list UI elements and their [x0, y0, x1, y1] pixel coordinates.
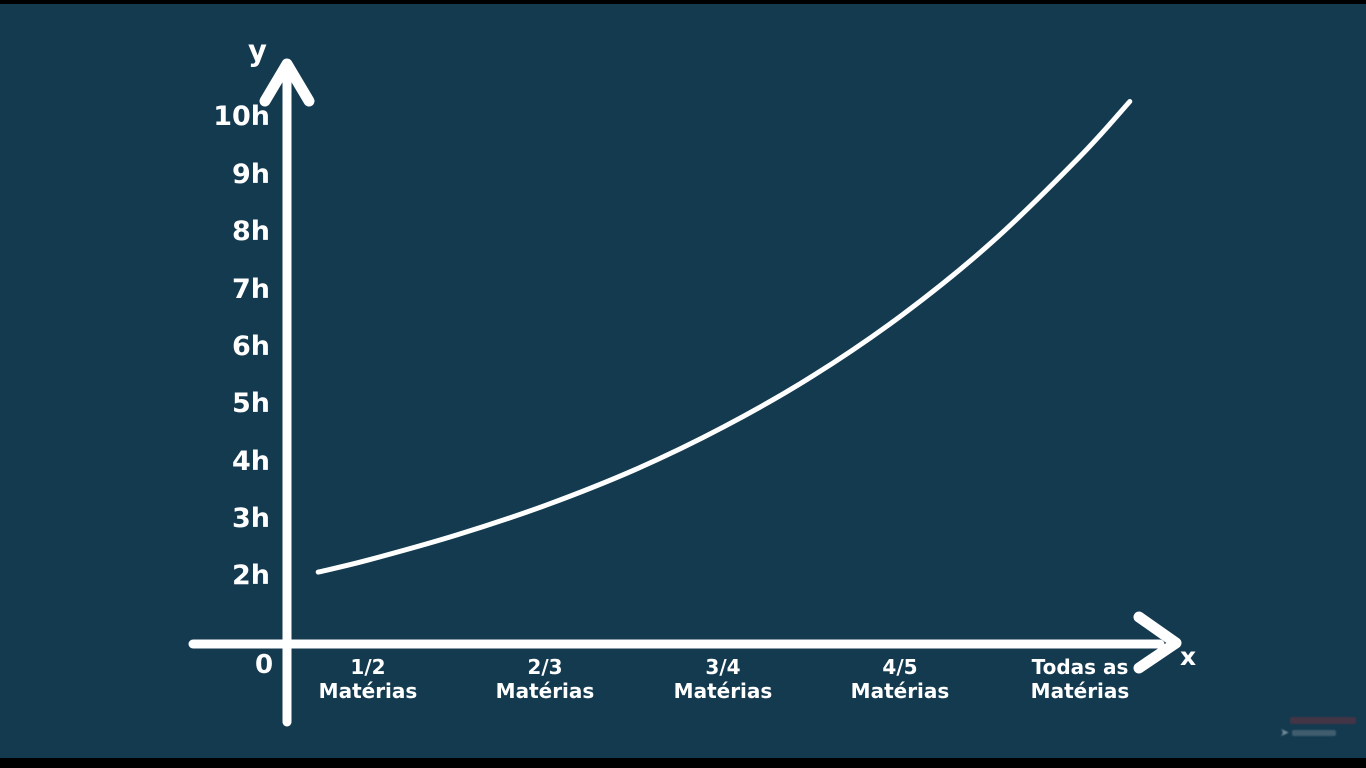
x-tick-label-todas: Todas as Matérias — [995, 655, 1165, 703]
x-tick-fraction: 2/3 — [527, 655, 563, 679]
x-axis-arrowhead — [1133, 611, 1182, 674]
y-tick-label-5h: 5h — [231, 388, 270, 419]
y-tick-label-7h: 7h — [231, 274, 270, 305]
watermark: ➤ — [1280, 717, 1358, 738]
origin-label: 0 — [254, 650, 274, 680]
watermark-text-line — [1290, 717, 1356, 724]
x-tick-fraction: 3/4 — [705, 655, 741, 679]
y-tick-label-2h: 2h — [231, 560, 270, 591]
x-tick-word: Matérias — [1030, 679, 1130, 703]
x-tick-label-1-2: 1/2 Matérias — [283, 655, 453, 703]
y-tick-label-10h: 10h — [213, 101, 270, 132]
y-tick-label-4h: 4h — [231, 446, 270, 477]
y-axis-arrowhead — [259, 58, 315, 107]
x-tick-word: Matérias — [673, 679, 773, 703]
arrow-logo-icon: ➤ — [1280, 726, 1290, 739]
chart-background — [0, 4, 1366, 758]
x-tick-word: Matérias — [495, 679, 595, 703]
y-axis-title: y — [248, 34, 267, 68]
x-tick-fraction: Todas as — [1031, 655, 1129, 679]
data-curve — [315, 99, 1133, 575]
y-tick-label-3h: 3h — [231, 503, 270, 534]
x-tick-label-3-4: 3/4 Matérias — [638, 655, 808, 703]
y-tick-label-9h: 9h — [231, 159, 270, 190]
x-tick-word: Matérias — [318, 679, 418, 703]
x-tick-label-4-5: 4/5 Matérias — [815, 655, 985, 703]
x-tick-fraction: 1/2 — [350, 655, 386, 679]
x-tick-word: Matérias — [850, 679, 950, 703]
y-tick-label-6h: 6h — [231, 331, 270, 362]
watermark-text-line — [1292, 729, 1337, 736]
y-tick-label-8h: 8h — [231, 216, 270, 247]
x-tick-fraction: 4/5 — [882, 655, 918, 679]
x-tick-label-2-3: 2/3 Matérias — [460, 655, 630, 703]
x-axis-title: x — [1180, 642, 1197, 671]
